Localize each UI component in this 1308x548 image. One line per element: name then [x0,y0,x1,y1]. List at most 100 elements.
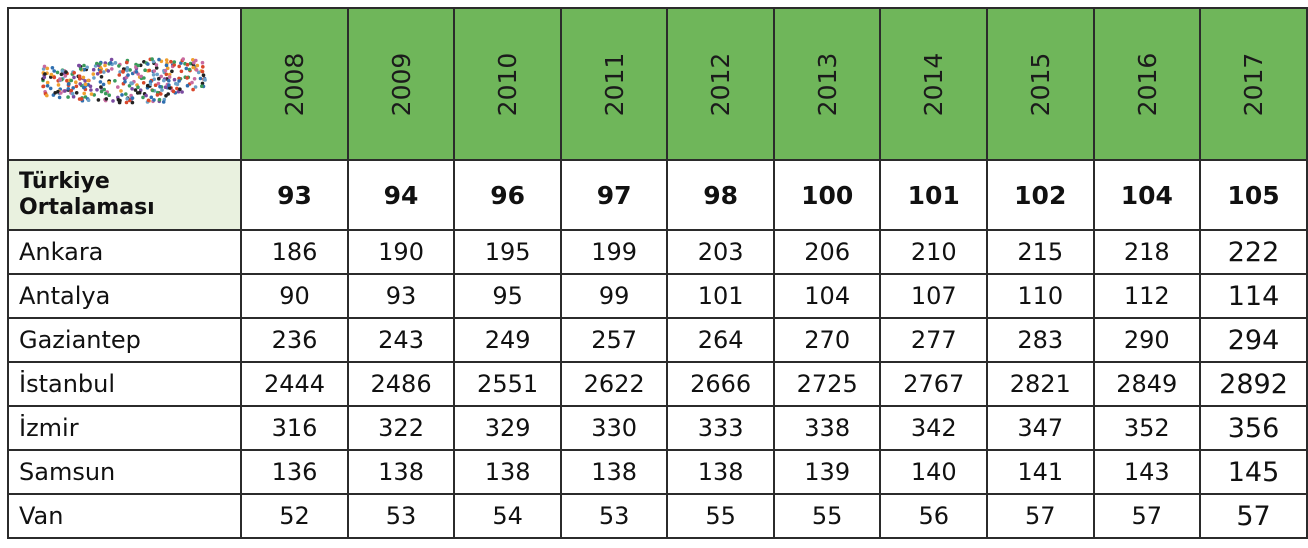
crowd-dot [159,74,163,79]
value-cell: 206 [772,229,882,275]
crowd-dot [81,67,86,72]
value-cell: 2444 [240,361,349,407]
value-cell: 57 [985,493,1095,539]
crowd-dot [107,93,111,97]
value-cell: 141 [985,449,1095,495]
year-header: 2010 [453,7,562,161]
crowd-dot [173,81,178,86]
crowd-dot [171,89,175,94]
crowd-dot [177,87,182,91]
crowd-dot [55,89,60,94]
value-cell: 139 [772,449,882,495]
value-cell: 55 [772,493,882,539]
crowd-dot [65,95,70,99]
crowd-dot [152,69,156,73]
crowd-dot [44,93,49,98]
value-cell: 145 [1199,449,1308,495]
value-cell: 98 [666,159,775,231]
crowd-dot [167,72,172,77]
crowd-dot [129,87,134,91]
crowd-dot [42,64,46,69]
crowd-dot [141,76,146,80]
crowd-dot [77,74,82,78]
crowd-dot [157,97,161,102]
crowd-dot [156,81,160,86]
crowd-dot [130,96,134,100]
crowd-dot [154,66,159,70]
year-label: 2011 [599,52,629,116]
crowd-dot [107,80,111,85]
city-row: İzmir 316 322 329 330 333 338 342 347 352 356 [6,405,1308,451]
crowd-dot [69,78,73,83]
crowd-dot [82,91,86,96]
year-header: 2017 [1199,7,1308,161]
crowd-dot [124,100,128,105]
value-cell: 215 [985,229,1095,275]
crowd-dot [109,57,114,62]
crowd-dot [58,91,63,95]
crowd-dot [57,95,62,100]
crowd-dot [193,85,198,89]
crowd-dot [71,75,76,80]
value-cell: 190 [346,229,456,275]
value-cell: 105 [1199,159,1308,231]
crowd-dot [176,79,181,83]
crowd-dot [178,61,183,65]
crowd-dot [63,74,67,78]
crowd-dot [190,87,195,92]
value-cell: 96 [453,159,562,231]
crowd-dot [113,61,117,65]
crowd-dot [184,76,189,80]
crowd-dot [127,68,132,72]
crowd-dot [116,98,120,102]
row-label: İstanbul [6,361,243,407]
crowd-dot [73,80,78,84]
value-cell: 53 [346,493,456,539]
crowd-dot [82,79,87,83]
crowd-dot [187,67,191,72]
crowd-dot [200,81,204,86]
crowd-dot [98,70,103,74]
crowd-dot [70,91,75,96]
value-cell: 203 [666,229,775,275]
value-cell: 2622 [559,361,669,407]
crowd-dot [174,86,179,91]
crowd-dot [149,95,153,100]
value-cell: 316 [240,405,349,451]
crowd-dot [139,74,143,79]
crowd-dot [185,83,189,88]
crowd-dot [141,81,146,85]
header-row: 2008 2009 2010 2011 2012 2013 2014 2015 2016 2017 [6,7,1308,161]
crowd-dot [42,72,47,76]
crowd-dot [156,57,161,62]
value-cell: 277 [879,317,988,363]
value-cell: 101 [879,159,988,231]
crowd-dot [49,72,53,77]
crowd-dot [97,62,102,66]
year-label: 2013 [812,52,842,116]
crowd-dot [64,78,69,83]
crowd-dot [74,84,78,89]
crowd-dot [155,93,159,97]
crowd-dot [95,72,100,76]
crowd-dot [88,84,92,89]
year-header: 2013 [772,7,882,161]
crowd-dot [184,66,188,71]
crowd-dot [81,85,86,90]
crowd-dot [169,69,174,74]
crowd-dot [191,65,195,70]
crowd-dot [140,95,145,100]
row-label: Van [6,493,243,539]
crowd-dot [133,88,137,92]
value-cell: 2892 [1199,361,1308,407]
crowd-dot [55,70,59,75]
city-row: İstanbul 2444 2486 2551 2622 2666 2725 2767 2821… [6,361,1308,407]
crowd-dot [101,82,106,87]
crowd-dot [201,73,205,77]
city-row: Samsun 136 138 138 138 138 139 140 141 143 145 [6,449,1308,495]
crowd-dot [83,82,88,87]
crowd-dot [71,86,75,90]
year-header: 2009 [346,7,456,161]
value-cell: 330 [559,405,669,451]
value-cell: 322 [346,405,456,451]
